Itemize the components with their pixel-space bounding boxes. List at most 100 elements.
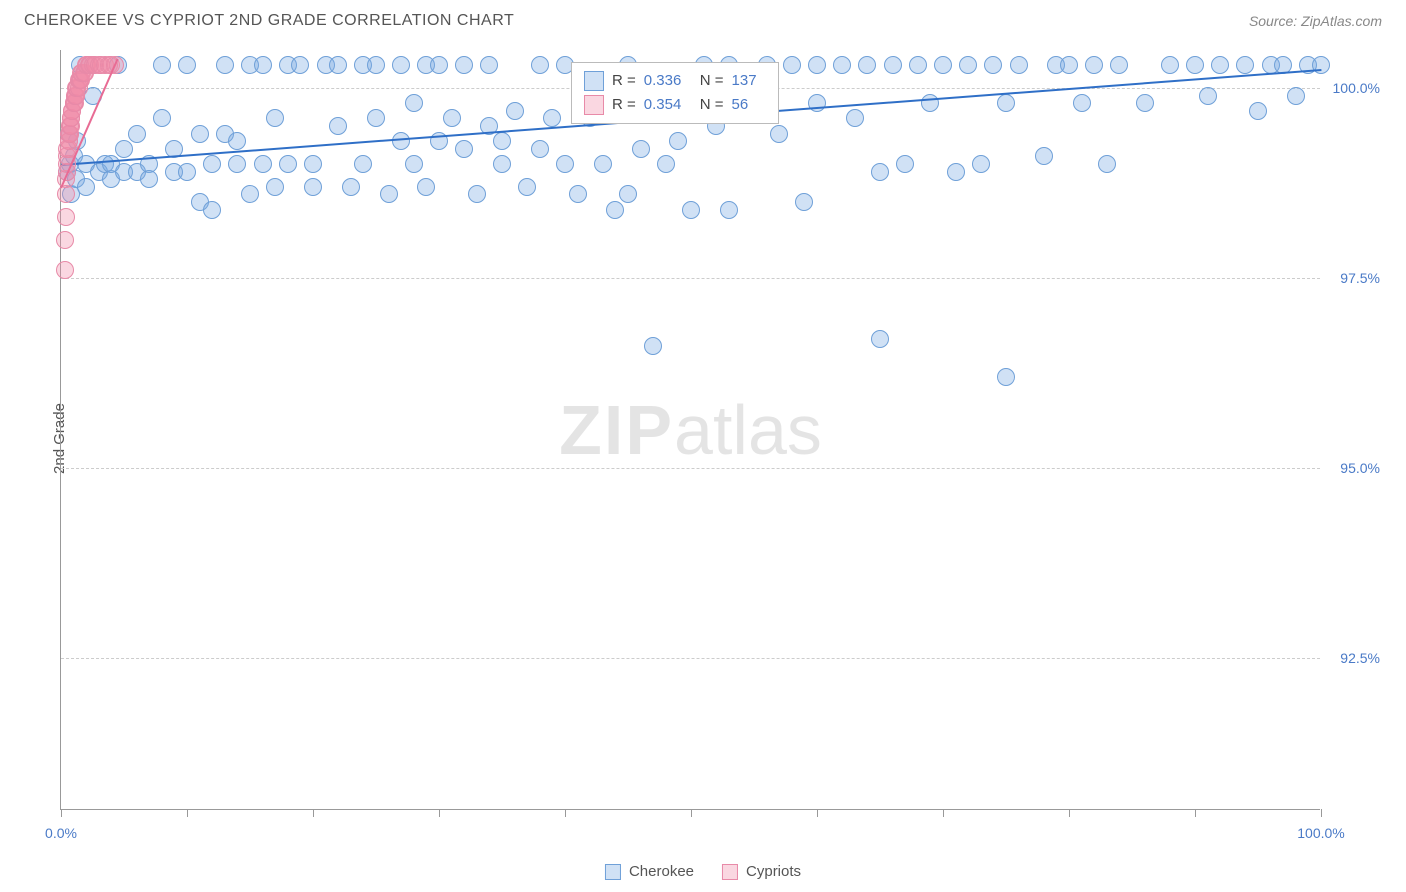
- scatter-point: [178, 56, 196, 74]
- y-tick-label: 92.5%: [1340, 650, 1380, 666]
- stats-legend: R =0.336N =137R =0.354N =56: [571, 62, 779, 124]
- scatter-point: [1236, 56, 1254, 74]
- x-tick: [61, 809, 62, 817]
- scatter-point: [858, 56, 876, 74]
- legend-swatch: [605, 864, 621, 880]
- x-tick: [313, 809, 314, 817]
- scatter-point: [1035, 147, 1053, 165]
- scatter-point: [569, 185, 587, 203]
- scatter-point: [56, 231, 74, 249]
- stat-n-value: 56: [732, 93, 766, 117]
- legend-label: Cherokee: [629, 863, 694, 880]
- scatter-point: [392, 56, 410, 74]
- scatter-point: [266, 109, 284, 127]
- x-tick: [187, 809, 188, 817]
- scatter-point: [506, 102, 524, 120]
- scatter-point: [947, 163, 965, 181]
- x-tick: [1069, 809, 1070, 817]
- legend-item: Cypriots: [722, 863, 801, 880]
- scatter-point: [934, 56, 952, 74]
- scatter-point: [1186, 56, 1204, 74]
- scatter-point: [1312, 56, 1330, 74]
- scatter-point: [556, 155, 574, 173]
- scatter-point: [191, 125, 209, 143]
- scatter-point: [480, 56, 498, 74]
- scatter-point: [921, 94, 939, 112]
- scatter-point: [1287, 87, 1305, 105]
- scatter-point: [1211, 56, 1229, 74]
- scatter-point: [808, 94, 826, 112]
- legend-swatch: [584, 95, 604, 115]
- scatter-point: [254, 56, 272, 74]
- scatter-point: [115, 140, 133, 158]
- scatter-point: [241, 185, 259, 203]
- scatter-point: [594, 155, 612, 173]
- y-tick-label: 97.5%: [1340, 270, 1380, 286]
- scatter-point: [493, 155, 511, 173]
- scatter-point: [1199, 87, 1217, 105]
- scatter-point: [203, 155, 221, 173]
- scatter-point: [216, 56, 234, 74]
- scatter-point: [430, 56, 448, 74]
- scatter-point: [871, 163, 889, 181]
- scatter-point: [1110, 56, 1128, 74]
- scatter-point: [669, 132, 687, 150]
- scatter-point: [392, 132, 410, 150]
- watermark-light: atlas: [674, 391, 822, 469]
- scatter-point: [896, 155, 914, 173]
- scatter-point: [783, 56, 801, 74]
- scatter-point: [56, 261, 74, 279]
- scatter-point: [606, 201, 624, 219]
- scatter-point: [443, 109, 461, 127]
- x-tick: [439, 809, 440, 817]
- y-tick-label: 100.0%: [1333, 80, 1380, 96]
- x-tick: [943, 809, 944, 817]
- scatter-point: [846, 109, 864, 127]
- scatter-point: [720, 201, 738, 219]
- scatter-point: [997, 368, 1015, 386]
- scatter-point: [329, 117, 347, 135]
- stat-n-value: 137: [732, 69, 766, 93]
- stats-legend-row: R =0.354N =56: [584, 93, 766, 117]
- scatter-point: [367, 109, 385, 127]
- scatter-point: [329, 56, 347, 74]
- stat-n-label: N =: [700, 69, 724, 93]
- x-tick-label: 0.0%: [45, 825, 77, 841]
- stat-r-label: R =: [612, 69, 636, 93]
- scatter-point: [354, 155, 372, 173]
- scatter-point: [380, 185, 398, 203]
- scatter-point: [1161, 56, 1179, 74]
- chart-title: CHEROKEE VS CYPRIOT 2ND GRADE CORRELATIO…: [24, 12, 514, 30]
- scatter-point: [959, 56, 977, 74]
- scatter-point: [367, 56, 385, 74]
- scatter-chart: ZIPatlas 92.5%95.0%97.5%100.0%0.0%100.0%…: [60, 50, 1320, 810]
- scatter-point: [984, 56, 1002, 74]
- x-tick: [565, 809, 566, 817]
- grid-line: [61, 278, 1320, 279]
- scatter-point: [682, 201, 700, 219]
- stats-legend-row: R =0.336N =137: [584, 69, 766, 93]
- legend-swatch: [584, 71, 604, 91]
- scatter-point: [128, 125, 146, 143]
- grid-line: [61, 468, 1320, 469]
- scatter-point: [884, 56, 902, 74]
- scatter-point: [972, 155, 990, 173]
- stat-r-label: R =: [612, 93, 636, 117]
- scatter-point: [531, 56, 549, 74]
- scatter-point: [1073, 94, 1091, 112]
- scatter-point: [997, 94, 1015, 112]
- x-tick: [691, 809, 692, 817]
- stat-r-value: 0.354: [644, 93, 692, 117]
- scatter-point: [1098, 155, 1116, 173]
- scatter-point: [543, 109, 561, 127]
- scatter-point: [266, 178, 284, 196]
- header: CHEROKEE VS CYPRIOT 2ND GRADE CORRELATIO…: [0, 0, 1406, 38]
- scatter-point: [808, 56, 826, 74]
- scatter-point: [657, 155, 675, 173]
- x-tick: [1195, 809, 1196, 817]
- scatter-point: [342, 178, 360, 196]
- scatter-point: [178, 163, 196, 181]
- scatter-point: [140, 170, 158, 188]
- scatter-point: [1249, 102, 1267, 120]
- scatter-point: [405, 94, 423, 112]
